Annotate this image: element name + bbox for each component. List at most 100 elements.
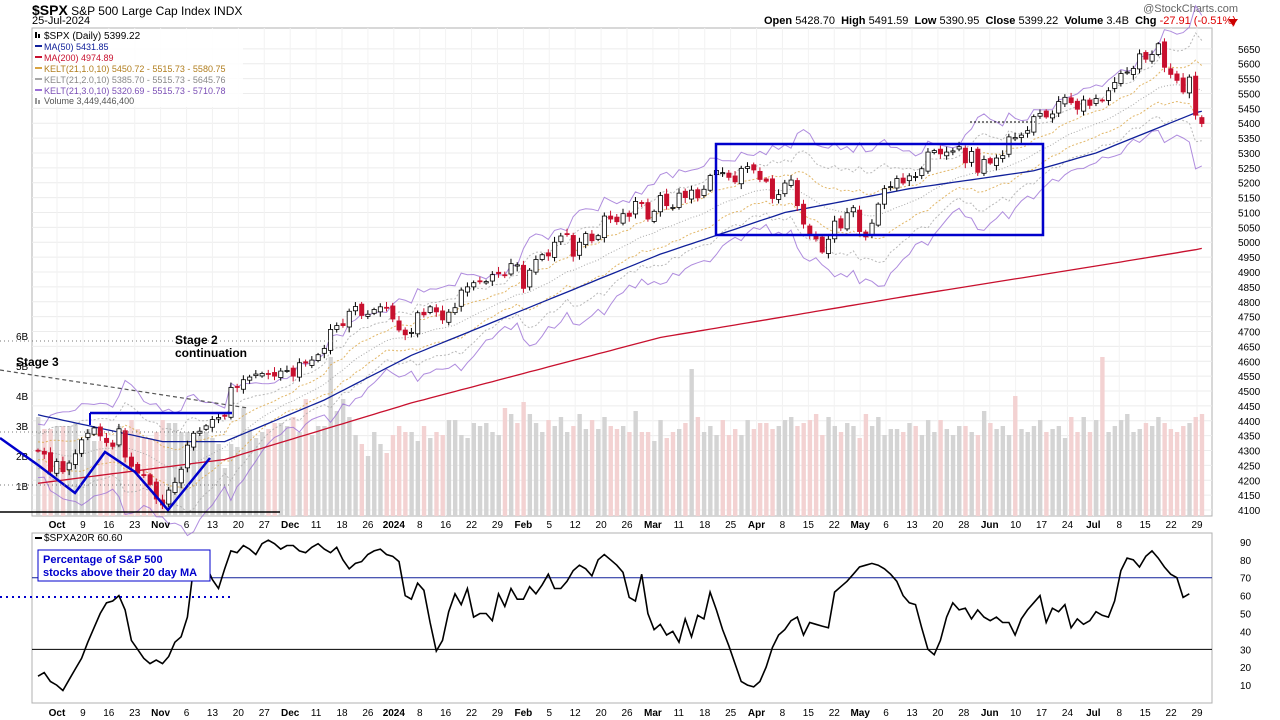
volume-bar bbox=[745, 420, 750, 516]
volume-bar bbox=[303, 399, 309, 516]
x-tick-label: 8 bbox=[417, 520, 423, 531]
candle-body bbox=[626, 212, 632, 217]
volume-bar bbox=[1174, 432, 1180, 516]
volume-bar bbox=[813, 414, 819, 516]
volume-bar bbox=[888, 429, 894, 516]
candle-body bbox=[191, 432, 197, 448]
volume-bar bbox=[739, 435, 744, 516]
candle-body bbox=[135, 464, 141, 474]
breadth-x-tick-label: 23 bbox=[129, 708, 141, 719]
candle-body bbox=[614, 216, 620, 223]
x-tick-label: 20 bbox=[932, 520, 944, 531]
price-tick-label: 4350 bbox=[1238, 432, 1261, 443]
price-tick-label: 5400 bbox=[1238, 119, 1261, 130]
volume-bar bbox=[409, 432, 414, 516]
breadth-note: Percentage of S&P 500 stocks above their… bbox=[37, 549, 211, 582]
volume-bar bbox=[1199, 414, 1205, 516]
candle-body bbox=[676, 192, 682, 208]
candle-body bbox=[290, 367, 296, 377]
low-value: 5390.95 bbox=[939, 15, 980, 27]
volume-bar bbox=[807, 420, 813, 516]
breadth-x-tick-label: 22 bbox=[466, 708, 478, 719]
price-tick-label: 4600 bbox=[1238, 357, 1261, 368]
candle-body bbox=[801, 203, 807, 225]
credit: @StockCharts.com bbox=[1143, 3, 1238, 15]
candle-body bbox=[1031, 116, 1037, 133]
candle-body bbox=[994, 157, 1000, 166]
breadth-tick-label: 70 bbox=[1240, 574, 1252, 585]
volume-bar bbox=[172, 423, 178, 516]
keltner-upper-3 bbox=[37, 4, 1203, 426]
candles bbox=[35, 38, 1205, 510]
x-tick-label: Mar bbox=[644, 520, 662, 531]
volume-bar bbox=[210, 438, 215, 516]
volume-label: Volume bbox=[1064, 15, 1104, 27]
candle-body bbox=[371, 309, 377, 314]
candle-body bbox=[552, 241, 558, 258]
candle-body bbox=[284, 370, 290, 372]
candle-body bbox=[446, 311, 452, 323]
candle-body bbox=[539, 254, 545, 260]
candle-body bbox=[1118, 73, 1124, 84]
volume-bar bbox=[789, 417, 794, 516]
candle-body bbox=[377, 306, 383, 313]
volume-bar bbox=[981, 411, 987, 516]
volume-bar bbox=[564, 432, 570, 516]
candle-body bbox=[1043, 110, 1049, 118]
volume-bar bbox=[272, 423, 277, 516]
volume-bar bbox=[658, 420, 663, 516]
volume-tick-label: 2B bbox=[16, 452, 29, 463]
candle-body bbox=[228, 387, 234, 418]
candle-body bbox=[894, 178, 900, 189]
candle-body bbox=[931, 150, 937, 153]
price-tick-label: 5050 bbox=[1238, 223, 1261, 234]
candle-body bbox=[309, 359, 315, 366]
x-tick-label: 17 bbox=[1036, 520, 1048, 531]
candle-body bbox=[508, 263, 514, 275]
volume-bar bbox=[608, 426, 613, 516]
candle-body bbox=[116, 428, 122, 446]
candle-body bbox=[776, 194, 782, 200]
x-tick-label: 6 bbox=[184, 520, 190, 531]
candle-body bbox=[440, 310, 446, 321]
candle-body bbox=[757, 170, 763, 180]
candle-body bbox=[514, 264, 520, 267]
candle-body bbox=[950, 150, 956, 153]
volume-bar bbox=[1143, 423, 1149, 516]
candle-body bbox=[1130, 68, 1136, 75]
candle-body bbox=[1186, 76, 1192, 94]
volume-bar bbox=[546, 420, 551, 516]
candle-body bbox=[595, 235, 601, 240]
breadth-x-tick-label: 17 bbox=[1036, 708, 1048, 719]
candle-body bbox=[608, 215, 614, 220]
price-tick-label: 5350 bbox=[1238, 134, 1261, 145]
breadth-x-tick-label: 18 bbox=[336, 708, 348, 719]
breadth-x-tick-label: 16 bbox=[103, 708, 115, 719]
x-tick-label: Apr bbox=[748, 520, 765, 531]
candle-body bbox=[913, 176, 919, 178]
breadth-tick-label: 10 bbox=[1240, 681, 1252, 692]
breadth-x-tick-label: 5 bbox=[546, 708, 552, 719]
volume-bar bbox=[104, 438, 109, 516]
volume-bar bbox=[714, 435, 719, 516]
breadth-x-tick-label: 8 bbox=[1116, 708, 1122, 719]
candle-body bbox=[483, 281, 489, 284]
volume-bar bbox=[1069, 417, 1074, 516]
stage-labels: Stage 3 Stage 2 continuation bbox=[16, 333, 247, 369]
volume-bar bbox=[1168, 429, 1174, 516]
volume-bar bbox=[1118, 420, 1124, 516]
volume-bar bbox=[73, 423, 78, 516]
candle-body bbox=[558, 235, 564, 243]
candle-body bbox=[707, 175, 713, 191]
volume-bar bbox=[1149, 426, 1155, 516]
candle-body bbox=[1124, 71, 1130, 74]
candle-body bbox=[589, 233, 595, 242]
volume-bar bbox=[782, 420, 788, 516]
volume-bar bbox=[963, 426, 968, 516]
ma200-line bbox=[37, 247, 1202, 484]
candle-body bbox=[1012, 137, 1018, 140]
candle-body bbox=[925, 151, 931, 172]
volume-bar bbox=[1056, 426, 1062, 516]
price-tick-label: 4300 bbox=[1238, 447, 1261, 458]
price-tick-label: 4250 bbox=[1238, 461, 1261, 472]
